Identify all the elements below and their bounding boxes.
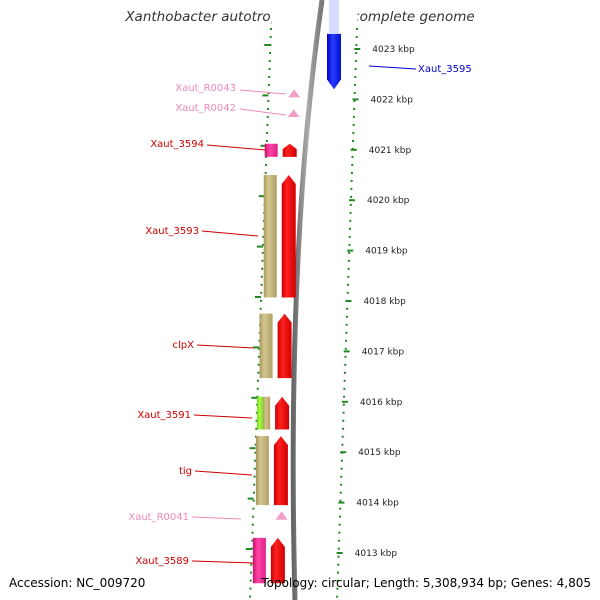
accession-text: Accession: NC_009720 — [9, 576, 146, 590]
cog-bar — [255, 436, 269, 506]
scale-label: 4014 kbp — [356, 499, 399, 509]
rna-arrow — [275, 511, 288, 520]
gene-feature-xaut-r0042[interactable] — [287, 109, 300, 118]
gene-label[interactable]: Xaut_R0041 — [128, 512, 189, 523]
topology-text: Topology: circular; Length: 5,308,934 bp… — [261, 576, 591, 590]
scale-label: 4022 kbp — [371, 95, 414, 105]
gene-label[interactable]: Xaut_R0042 — [175, 103, 236, 114]
genome-backbone — [290, 0, 325, 600]
gene-feature-xaut-3589[interactable] — [252, 537, 285, 584]
gene-label[interactable]: tig — [179, 466, 192, 477]
gene-label[interactable]: clpX — [173, 340, 195, 351]
gene-label[interactable]: Xaut_R0043 — [175, 83, 236, 94]
gene-label-leader — [201, 230, 259, 237]
scale-label: 4017 kbp — [362, 347, 405, 357]
scale-label: 4016 kbp — [360, 398, 403, 408]
scale-label: 4023 kbp — [372, 45, 415, 55]
rna-arrow — [287, 109, 300, 118]
gene-feature-xaut-r0041[interactable] — [275, 511, 288, 520]
gene-label-leader — [191, 516, 242, 520]
gene-feature-xaut-3595[interactable] — [327, 0, 341, 90]
scale-labels: 4023 kbp 4022 kbp 4021 kbp 4020 kbp 4019 kbp… — [355, 45, 415, 559]
scale-label: 4015 kbp — [358, 448, 401, 458]
gene-features — [252, 0, 341, 584]
major-ticks — [245, 44, 361, 554]
gene-label[interactable]: Xaut_3595 — [418, 64, 472, 75]
gene-feature-xaut-r0043[interactable] — [288, 89, 301, 98]
gene-label-leader — [193, 414, 253, 419]
forward-cds-arrow — [270, 537, 285, 584]
forward-cds-arrow — [282, 143, 297, 157]
gene-feature-xaut-3591[interactable] — [257, 396, 290, 430]
scale-label: 4021 kbp — [369, 146, 412, 156]
feature-lane — [252, 0, 358, 600]
gene-label-leader — [191, 560, 255, 564]
gene-feature-tig[interactable] — [255, 436, 288, 506]
rna-arrow — [288, 89, 301, 98]
gene-label[interactable]: Xaut_3591 — [137, 410, 191, 421]
scale-label: 4020 kbp — [367, 196, 410, 206]
scale-label: 4019 kbp — [365, 247, 408, 257]
cog-bar — [263, 175, 277, 298]
gene-labels: Xaut_3595 Xaut_R0043 Xaut_R0042 Xaut_3594 Xa… — [128, 64, 471, 567]
forward-cds-arrow — [277, 313, 292, 379]
gene-label-leader — [239, 108, 287, 116]
forward-cds-arrow — [273, 436, 288, 506]
gene-feature-xaut-3593[interactable] — [263, 175, 296, 298]
forward-cds-arrow — [275, 396, 290, 430]
gene-label[interactable]: Xaut_3594 — [150, 139, 204, 150]
gene-label[interactable]: Xaut_3593 — [145, 226, 199, 237]
scale-label: 4018 kbp — [363, 297, 406, 307]
gene-feature-xaut-3594[interactable] — [264, 143, 297, 157]
gene-label[interactable]: Xaut_3589 — [135, 556, 189, 567]
cog-bar — [264, 143, 278, 157]
cog-bar — [263, 396, 271, 430]
gene-feature-clpx[interactable] — [259, 313, 292, 379]
gene-label-leader — [196, 344, 255, 349]
cog-bar — [259, 313, 273, 379]
gene-label-leader — [206, 144, 267, 151]
gene-label-leader — [368, 65, 417, 70]
cog-bar — [252, 537, 266, 584]
scale-label: 4013 kbp — [355, 549, 398, 559]
gene-label-leader — [239, 89, 287, 95]
cog-bar — [257, 396, 264, 430]
forward-cds-arrow — [281, 175, 296, 298]
reverse-cds-arrow — [327, 33, 341, 90]
gene-label-leader — [194, 470, 253, 476]
